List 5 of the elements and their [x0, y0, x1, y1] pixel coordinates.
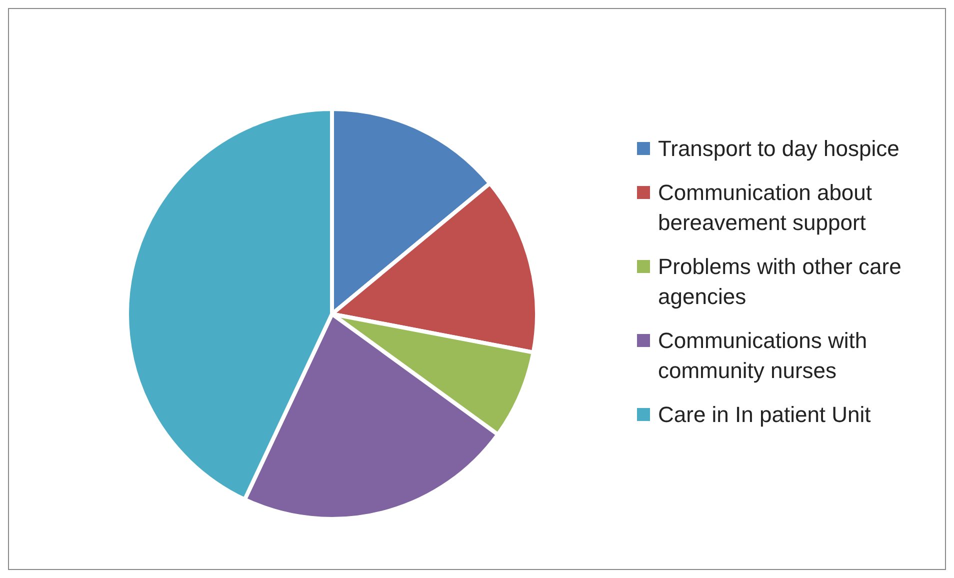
legend-label: Transport to day hospice — [658, 135, 900, 163]
legend-label: Communication about bereavement support — [658, 179, 874, 237]
legend-label: Communications with community nurses — [658, 327, 868, 385]
legend-label: Care in In patient Unit — [658, 401, 871, 429]
legend-label: Problems with other care agencies — [658, 253, 902, 311]
